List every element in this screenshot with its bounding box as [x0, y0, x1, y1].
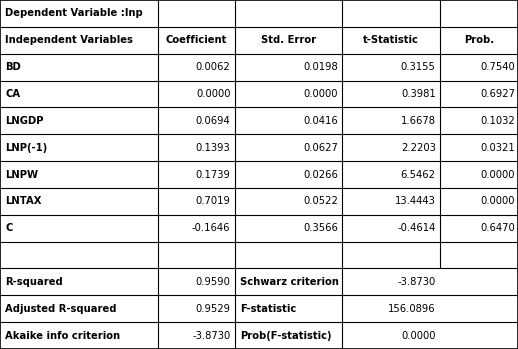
Text: R-squared: R-squared: [5, 277, 63, 287]
Text: 0.0522: 0.0522: [304, 196, 338, 206]
Text: CA: CA: [5, 89, 20, 99]
Text: 0.0000: 0.0000: [196, 89, 231, 99]
Text: Dependent Variable :lnp: Dependent Variable :lnp: [5, 8, 143, 18]
Text: 0.0062: 0.0062: [196, 62, 231, 72]
Text: 6.5462: 6.5462: [400, 170, 436, 179]
Text: 0.9529: 0.9529: [195, 304, 231, 314]
Text: 0.0416: 0.0416: [304, 116, 338, 126]
Text: 0.0000: 0.0000: [480, 170, 515, 179]
Text: 0.0198: 0.0198: [304, 62, 338, 72]
Text: 0.0000: 0.0000: [304, 89, 338, 99]
Text: 156.0896: 156.0896: [388, 304, 436, 314]
Text: -0.1646: -0.1646: [192, 223, 231, 233]
Text: BD: BD: [5, 62, 21, 72]
Text: 0.3981: 0.3981: [401, 89, 436, 99]
Text: Adjusted R-squared: Adjusted R-squared: [5, 304, 117, 314]
Text: Akaike info criterion: Akaike info criterion: [5, 331, 120, 341]
Text: 0.6470: 0.6470: [480, 223, 515, 233]
Text: Prob(F-statistic): Prob(F-statistic): [240, 331, 332, 341]
Text: Schwarz criterion: Schwarz criterion: [240, 277, 339, 287]
Text: 0.3566: 0.3566: [304, 223, 338, 233]
Text: LNTAX: LNTAX: [5, 196, 41, 206]
Text: 0.0627: 0.0627: [304, 143, 338, 153]
Text: 0.0000: 0.0000: [401, 331, 436, 341]
Text: -3.8730: -3.8730: [397, 277, 436, 287]
Text: 0.3155: 0.3155: [401, 62, 436, 72]
Text: LNGDP: LNGDP: [5, 116, 44, 126]
Text: 2.2203: 2.2203: [401, 143, 436, 153]
Text: 0.0000: 0.0000: [480, 196, 515, 206]
Text: Prob.: Prob.: [464, 35, 494, 45]
Text: -0.4614: -0.4614: [397, 223, 436, 233]
Text: 0.1739: 0.1739: [196, 170, 231, 179]
Text: 0.7540: 0.7540: [480, 62, 515, 72]
Text: 1.6678: 1.6678: [400, 116, 436, 126]
Text: 0.9590: 0.9590: [196, 277, 231, 287]
Text: 0.6927: 0.6927: [480, 89, 515, 99]
Text: 0.7019: 0.7019: [196, 196, 231, 206]
Text: 13.4443: 13.4443: [395, 196, 436, 206]
Text: -3.8730: -3.8730: [192, 331, 231, 341]
Text: 0.0266: 0.0266: [304, 170, 338, 179]
Text: LNP(-1): LNP(-1): [5, 143, 48, 153]
Text: C: C: [5, 223, 12, 233]
Text: t-Statistic: t-Statistic: [363, 35, 419, 45]
Text: 0.1393: 0.1393: [196, 143, 231, 153]
Text: LNPW: LNPW: [5, 170, 38, 179]
Text: Independent Variables: Independent Variables: [5, 35, 133, 45]
Text: 0.1032: 0.1032: [480, 116, 515, 126]
Text: F-statistic: F-statistic: [240, 304, 296, 314]
Text: Std. Error: Std. Error: [261, 35, 316, 45]
Text: 0.0694: 0.0694: [196, 116, 231, 126]
Text: Coefficient: Coefficient: [166, 35, 227, 45]
Text: 0.0321: 0.0321: [480, 143, 515, 153]
